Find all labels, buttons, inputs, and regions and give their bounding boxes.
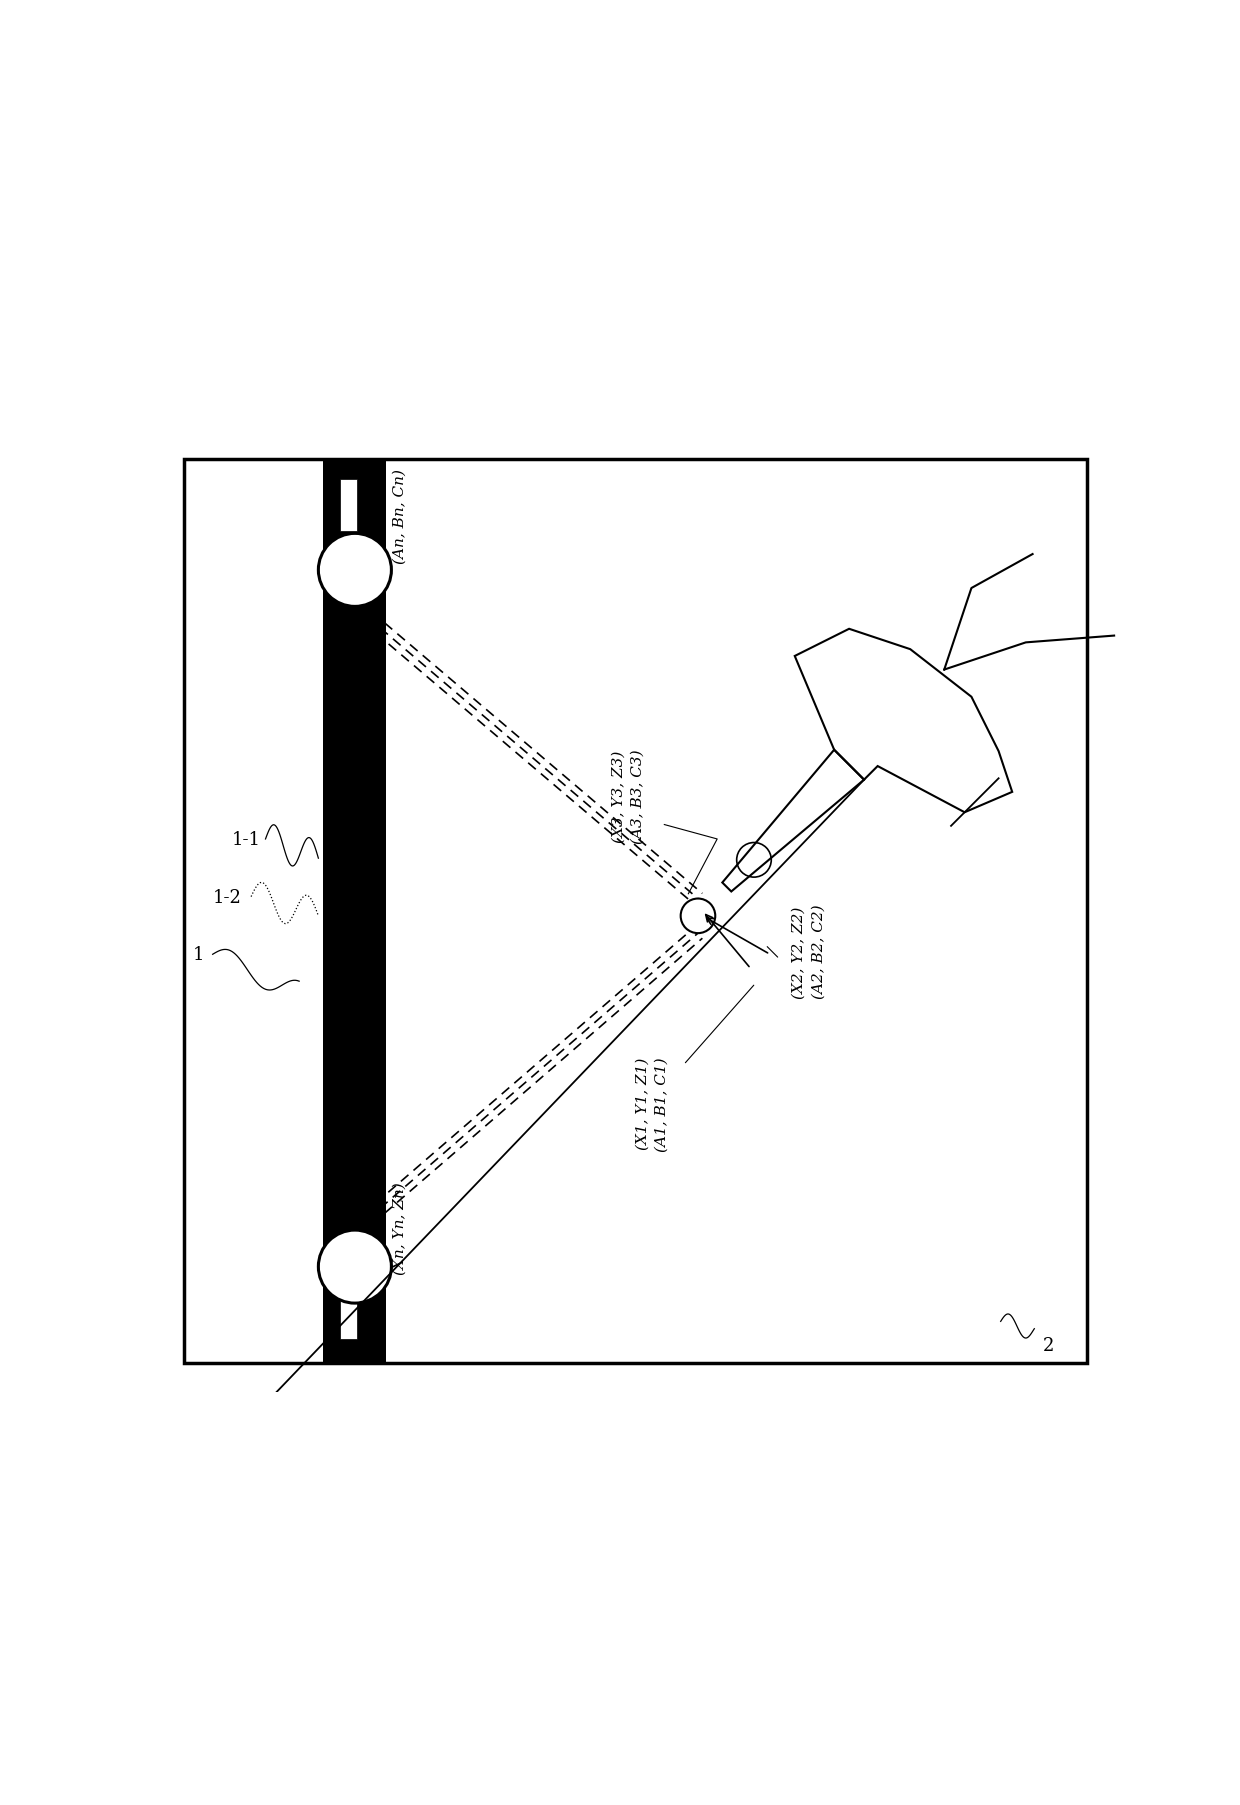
Circle shape bbox=[319, 534, 392, 606]
Circle shape bbox=[681, 899, 715, 933]
Text: (X1, Y1, Z1)
(A1, B1, C1): (X1, Y1, Z1) (A1, B1, C1) bbox=[635, 1056, 670, 1152]
Circle shape bbox=[319, 1231, 392, 1303]
Text: (An, Bn, Cn): (An, Bn, Cn) bbox=[393, 469, 407, 563]
Text: 1-2: 1-2 bbox=[212, 888, 242, 906]
Text: 1: 1 bbox=[192, 946, 205, 964]
Text: (Xn, Yn, Zn): (Xn, Yn, Zn) bbox=[393, 1182, 407, 1274]
Bar bbox=[340, 480, 357, 532]
Text: 2: 2 bbox=[1043, 1338, 1054, 1354]
Text: (X3, Y3, Z3)
(A3, B3, C3): (X3, Y3, Z3) (A3, B3, C3) bbox=[611, 749, 645, 843]
Text: (X2, Y2, Z2)
(A2, B2, C2): (X2, Y2, Z2) (A2, B2, C2) bbox=[791, 902, 826, 998]
Text: 1-1: 1-1 bbox=[232, 830, 260, 848]
Bar bbox=[340, 1287, 357, 1339]
Bar bbox=[324, 460, 386, 1363]
